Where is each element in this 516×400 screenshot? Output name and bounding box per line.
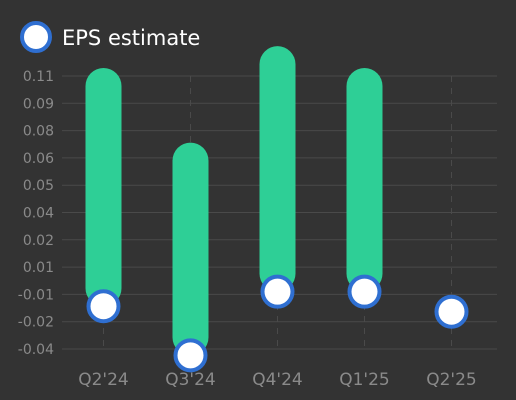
y-tick-label: 0.08 [23,124,54,140]
eps-range-bar [85,68,122,307]
y-tick-label: 0.01 [23,260,54,276]
x-tick-label: Q2'25 [426,370,477,390]
bars [85,46,383,356]
eps-range-bar [172,142,209,356]
x-tick-label: Q4'24 [252,370,303,390]
y-tick-label: 0.05 [23,178,54,194]
y-tick-label: -0.01 [18,287,54,303]
eps-estimate-marker [434,294,469,329]
legend: EPS estimate [20,21,200,53]
eps-markers [86,274,469,373]
eps-estimate-marker [173,338,208,373]
x-tick-label: Q3'24 [165,370,216,390]
y-tick-label: 0.02 [23,233,54,249]
eps-range-bar [259,46,296,292]
legend-marker-icon [20,21,52,53]
eps-range-bar [346,68,383,292]
y-axis-ticks: 0.11 0.09 0.08 0.06 0.05 0.04 0.02 0.01 -0.01 -0.… [18,69,54,358]
x-axis-ticks: Q2'24 Q3'24 Q4'24 Q1'25 Q2'25 [78,370,477,390]
y-tick-label: -0.04 [18,342,54,358]
x-tick-label: Q2'24 [78,370,129,390]
y-tick-label: 0.09 [23,96,54,112]
y-tick-label: 0.11 [23,69,54,85]
eps-estimate-marker [260,274,295,309]
legend-label: EPS estimate [62,26,200,50]
y-tick-label: 0.04 [23,206,54,222]
eps-estimate-marker [347,274,382,309]
eps-estimate-marker [86,289,121,324]
x-tick-label: Q1'25 [339,370,390,390]
y-tick-label: -0.02 [18,315,54,331]
y-tick-label: 0.06 [23,151,54,167]
